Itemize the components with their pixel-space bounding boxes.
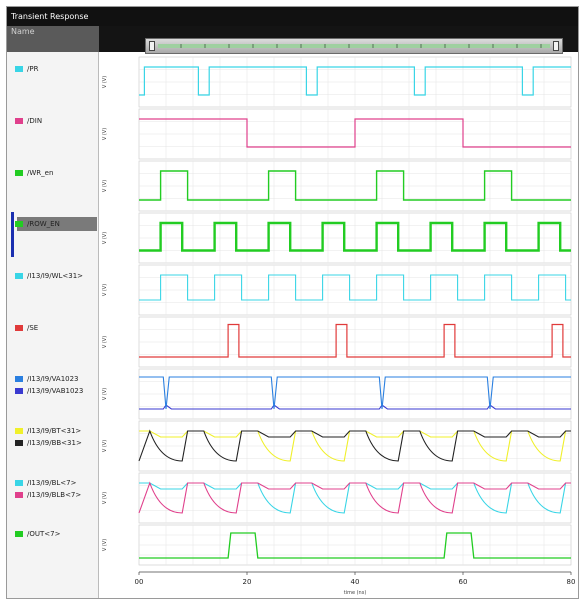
- waveform-strip: V (V): [102, 316, 572, 368]
- y-axis-label: V (V): [102, 180, 108, 192]
- color-swatch: [15, 325, 23, 331]
- y-axis-label: V (V): [102, 492, 108, 504]
- x-tick-label: 20: [243, 578, 252, 586]
- scroll-handle-right[interactable]: [553, 41, 559, 51]
- waveform-strip: V (V): [102, 264, 572, 316]
- waveform-strip: V (V): [102, 160, 572, 212]
- signal-label: /ROW_EN: [27, 220, 60, 228]
- signal-label: /WR_en: [27, 169, 54, 177]
- y-axis-label: V (V): [102, 128, 108, 140]
- signal-label: /I13/I9/VA1023: [27, 375, 79, 383]
- x-axis-label: time (ns): [344, 590, 367, 596]
- window-title: Transient Response: [11, 12, 89, 21]
- signal-item-blb[interactable]: /I13/I9/BLB<7>: [15, 490, 81, 500]
- color-swatch: [15, 492, 23, 498]
- scroll-handle-left[interactable]: [149, 41, 155, 51]
- signal-label: /DIN: [27, 117, 43, 125]
- color-swatch: [15, 428, 23, 434]
- y-axis-label: V (V): [102, 440, 108, 452]
- y-axis-label: V (V): [102, 336, 108, 348]
- signal-label: /OUT<7>: [27, 530, 61, 538]
- signal-label: /I13/I9/BLB<7>: [27, 491, 82, 499]
- title-bar: Transient Response: [7, 7, 578, 26]
- waveform-strip: V (V): [102, 472, 572, 524]
- waveform-window: Transient Response Name /PR /DIN /WR_en …: [6, 6, 579, 599]
- time-scrollbar[interactable]: [145, 38, 563, 54]
- signal-item-va1023[interactable]: /I13/I9/VA1023: [15, 374, 79, 384]
- signal-label: /PR: [27, 65, 39, 73]
- pr-trace: [139, 66, 571, 96]
- signal-item-bb[interactable]: /I13/I9/BB<31>: [15, 438, 82, 448]
- color-swatch: [15, 531, 23, 537]
- x-tick-label: 60: [459, 578, 468, 586]
- y-axis-label: V (V): [102, 539, 108, 551]
- color-swatch: [15, 273, 23, 279]
- selected-row-highlight: [17, 217, 97, 231]
- waveform-strip: V (V): [102, 108, 572, 160]
- color-swatch: [15, 440, 23, 446]
- y-axis-label: V (V): [102, 284, 108, 296]
- name-column-header: Name: [7, 26, 99, 52]
- signal-item-wl[interactable]: /I13/I9/WL<31>: [15, 271, 83, 281]
- waveform-plot-area[interactable]: V (V) V (V) V (V) V (V) V (V) V (V) V (V) V (V)…: [99, 52, 578, 598]
- x-tick-label: 00: [135, 578, 144, 586]
- y-axis-label: V (V): [102, 76, 108, 88]
- signal-item-bl[interactable]: /I13/I9/BL<7>: [15, 478, 76, 488]
- din-trace: [139, 118, 571, 148]
- waveform-trace: [139, 170, 571, 201]
- waveform-trace: [139, 221, 571, 252]
- waveform-plot[interactable]: V (V) V (V) V (V) V (V) V (V) V (V) V (V) V (V)…: [99, 52, 578, 598]
- color-swatch: [15, 376, 23, 382]
- signal-item-pr[interactable]: /PR: [15, 64, 38, 74]
- signal-label: /SE: [27, 324, 39, 332]
- y-axis-label: V (V): [102, 388, 108, 400]
- waveform-trace: [139, 323, 571, 358]
- signal-list-panel: /PR /DIN /WR_en /ROW_EN /I13/I9/WL<31> /…: [7, 52, 99, 598]
- time-axis: 00 20 40 60 80 time (ns): [135, 571, 576, 596]
- waveform-strip: V (V): [102, 524, 572, 566]
- signal-label: /I13/I9/WL<31>: [27, 272, 84, 280]
- color-swatch: [15, 388, 23, 394]
- selection-marker: [11, 212, 14, 257]
- signal-label: /I13/I9/VAB1023: [27, 387, 84, 395]
- x-tick-label: 80: [567, 578, 576, 586]
- color-swatch: [15, 66, 23, 72]
- signal-item-din[interactable]: /DIN: [15, 116, 42, 126]
- waveform-strip: V (V): [102, 420, 572, 472]
- signal-item-se[interactable]: /SE: [15, 323, 38, 333]
- signal-item-row-en[interactable]: /ROW_EN: [15, 219, 60, 229]
- name-header-label: Name: [11, 27, 35, 36]
- waveform-strip: V (V): [102, 56, 572, 108]
- scroll-track[interactable]: [158, 44, 550, 48]
- waveform-trace: [139, 274, 571, 301]
- signal-label: /I13/I9/BL<7>: [27, 479, 77, 487]
- color-swatch: [15, 480, 23, 486]
- va-trace: [139, 376, 571, 410]
- bb-trace: [138, 429, 571, 462]
- color-swatch: [15, 118, 23, 124]
- signal-item-vab1023[interactable]: /I13/I9/VAB1023: [15, 386, 83, 396]
- out-trace: [139, 532, 571, 559]
- signal-item-wr-en[interactable]: /WR_en: [15, 168, 53, 178]
- signal-label: /I13/I9/BT<31>: [27, 427, 82, 435]
- signal-item-out[interactable]: /OUT<7>: [15, 529, 60, 539]
- color-swatch: [15, 170, 23, 176]
- signal-label: /I13/I9/BB<31>: [27, 439, 82, 447]
- blb-trace: [138, 481, 571, 514]
- signal-item-bt[interactable]: /I13/I9/BT<31>: [15, 426, 81, 436]
- y-axis-label: V (V): [102, 232, 108, 244]
- color-swatch: [15, 221, 23, 227]
- waveform-strip: V (V): [102, 212, 572, 264]
- x-tick-label: 40: [351, 578, 360, 586]
